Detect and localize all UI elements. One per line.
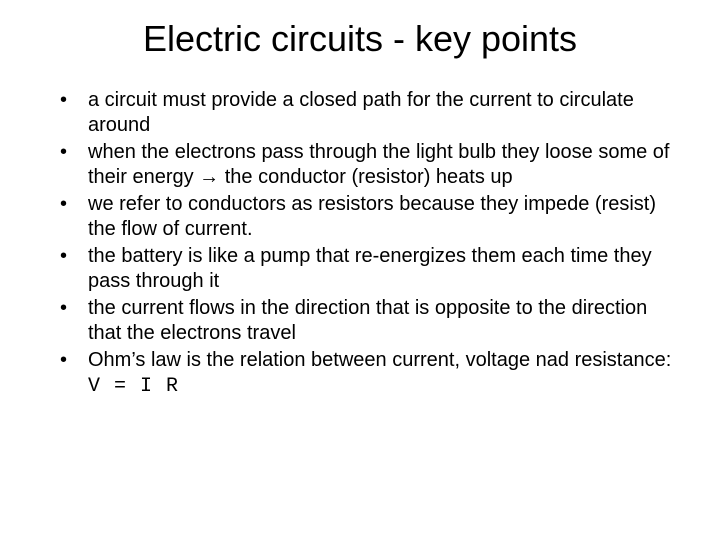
list-item: the battery is like a pump that re-energ…	[40, 244, 680, 294]
bullet-text: a circuit must provide a closed path for…	[88, 89, 634, 136]
bullet-text-after: the conductor (resistor) heats up	[219, 166, 512, 188]
list-item: Ohm’s law is the relation between curren…	[40, 348, 680, 399]
slide: Electric circuits - key points a circuit…	[0, 0, 720, 540]
bullet-text: the current flows in the direction that …	[88, 297, 647, 344]
bullet-list: a circuit must provide a closed path for…	[40, 88, 680, 399]
slide-title: Electric circuits - key points	[40, 18, 680, 60]
arrow-icon: →	[199, 166, 219, 188]
bullet-text: we refer to conductors as resistors beca…	[88, 193, 656, 240]
list-item: when the electrons pass through the ligh…	[40, 140, 680, 190]
list-item: the current flows in the direction that …	[40, 296, 680, 346]
list-item: a circuit must provide a closed path for…	[40, 88, 680, 138]
bullet-text-before: Ohm’s law is the relation between curren…	[88, 349, 671, 371]
list-item: we refer to conductors as resistors beca…	[40, 192, 680, 242]
formula-text: V = I R	[88, 375, 179, 398]
bullet-text: the battery is like a pump that re-energ…	[88, 245, 652, 292]
